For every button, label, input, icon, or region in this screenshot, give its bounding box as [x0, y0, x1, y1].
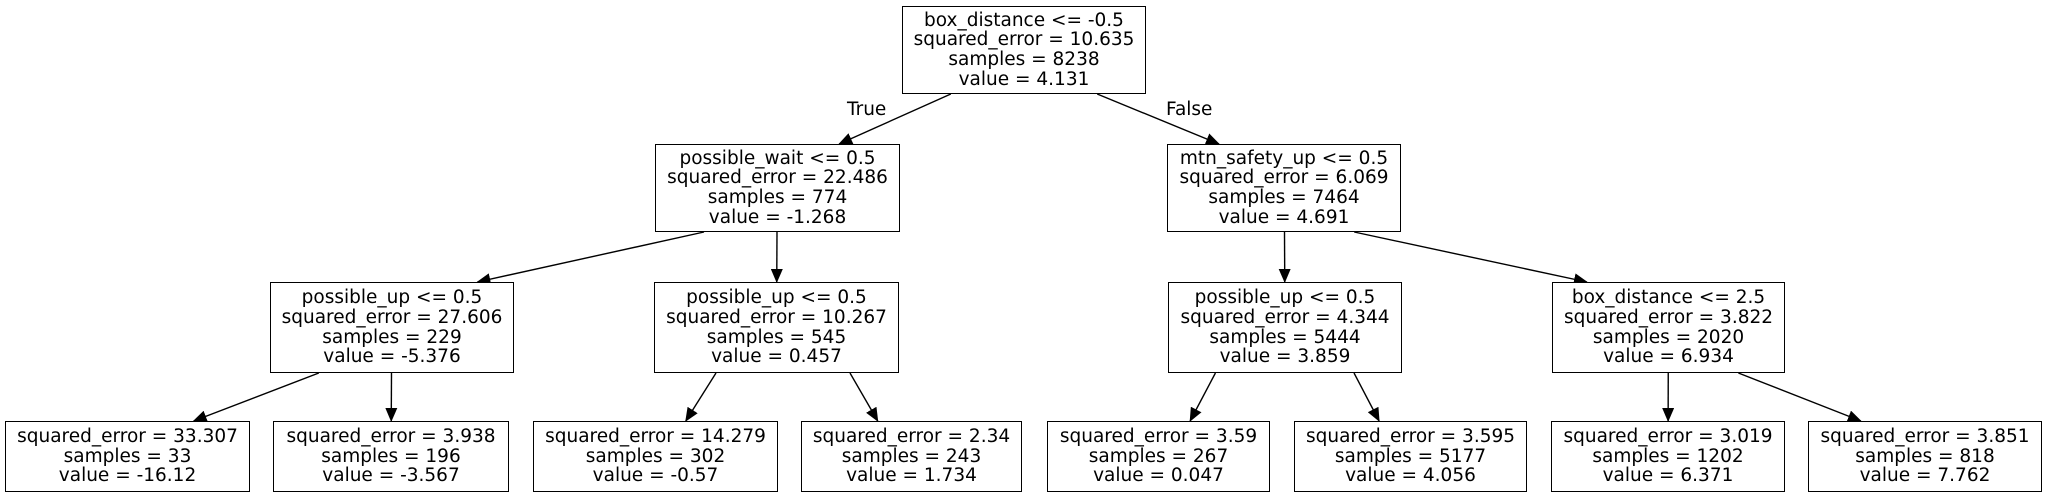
tree-node-right-left: possible_up <= 0.5 squared_error = 4.344…: [1168, 282, 1402, 373]
tree-leaf: squared_error = 3.851 samples = 818 valu…: [1808, 421, 2042, 492]
tree-edge-n_lr-to-leaf_4: [849, 372, 879, 422]
node-split-condition: possible_up <= 0.5: [301, 287, 483, 309]
node-value: value = 7.762: [1859, 465, 1991, 487]
node-squared-error: squared_error = 27.606: [281, 306, 503, 328]
node-squared-error: squared_error = 2.34: [812, 426, 1011, 448]
tree-leaf: squared_error = 14.279 samples = 302 val…: [533, 421, 778, 492]
tree-edge-n_rl-to-leaf_6: [1353, 372, 1380, 422]
node-samples: samples = 267: [1088, 445, 1229, 467]
node-squared-error: squared_error = 14.279: [545, 426, 766, 448]
tree-leaf: squared_error = 33.307 samples = 33 valu…: [5, 421, 250, 492]
node-samples: samples = 7464: [1208, 187, 1360, 208]
tree-node-left: possible_wait <= 0.5 squared_error = 22.…: [655, 144, 900, 232]
tree-leaf: squared_error = 3.595 samples = 5177 val…: [1294, 421, 1527, 492]
node-split-condition: possible_up <= 0.5: [686, 287, 867, 309]
node-value: value = 6.934: [1603, 346, 1734, 368]
node-samples: samples = 2020: [1592, 326, 1745, 348]
tree-edge-n_l-to-n_ll: [476, 231, 705, 286]
tree-node-right-right: box_distance <= 2.5 squared_error = 3.82…: [1552, 282, 1785, 373]
true-branch-label: True: [847, 99, 887, 120]
node-value: value = -1.268: [708, 206, 847, 228]
node-value: value = -0.57: [592, 465, 719, 487]
tree-leaf: squared_error = 2.34 samples = 243 value…: [801, 421, 1022, 492]
tree-node-left-right: possible_up <= 0.5 squared_error = 10.26…: [654, 282, 899, 373]
tree-edge-n_lr-to-leaf_3: [685, 372, 717, 422]
tree-edge-n_rl-to-leaf_5: [1189, 372, 1217, 422]
node-value: value = 4.131: [958, 68, 1090, 90]
node-value: value = 3.859: [1219, 346, 1351, 368]
node-split-condition: box_distance <= -0.5: [924, 9, 1124, 31]
node-samples: samples = 243: [841, 445, 982, 467]
node-samples: samples = 8238: [948, 49, 1100, 70]
node-value: value = -5.376: [323, 346, 461, 368]
node-squared-error: squared_error = 3.938: [286, 426, 496, 448]
node-squared-error: squared_error = 33.307: [17, 426, 238, 448]
tree-edge-n_r-to-n_rr: [1354, 231, 1588, 286]
node-squared-error: squared_error = 22.486: [667, 167, 888, 189]
node-samples: samples = 774: [707, 187, 848, 208]
tree-leaf: squared_error = 3.938 samples = 196 valu…: [273, 421, 509, 492]
node-samples: samples = 5177: [1334, 445, 1487, 467]
node-squared-error: squared_error = 3.019: [1563, 426, 1773, 448]
node-squared-error: squared_error = 3.851: [1820, 426, 2030, 448]
tree-edge-n_rr-to-leaf_8: [1738, 372, 1862, 422]
node-squared-error: squared_error = 6.069: [1179, 167, 1389, 189]
node-squared-error: squared_error = 10.267: [666, 306, 887, 328]
node-squared-error: squared_error = 3.59: [1059, 426, 1258, 448]
node-samples: samples = 33: [63, 445, 192, 467]
node-value: value = -3.567: [322, 465, 460, 487]
node-samples: samples = 545: [706, 326, 847, 348]
tree-edge-root-to-n_l: [838, 93, 952, 145]
node-samples: samples = 302: [585, 445, 726, 467]
node-samples: samples = 1202: [1592, 445, 1744, 467]
tree-node-right: mtn_safety_up <= 0.5 squared_error = 6.0…: [1167, 144, 1401, 232]
node-squared-error: squared_error = 3.822: [1563, 306, 1774, 328]
node-samples: samples = 196: [321, 445, 461, 467]
node-samples: samples = 5444: [1209, 326, 1361, 348]
node-value: value = 0.047: [1093, 465, 1224, 487]
tree-node-left-left: possible_up <= 0.5 squared_error = 27.60…: [270, 282, 514, 373]
node-squared-error: squared_error = 3.595: [1305, 426, 1516, 448]
node-value: value = 0.457: [711, 346, 842, 368]
node-squared-error: squared_error = 4.344: [1180, 306, 1390, 328]
node-value: value = 6.371: [1602, 465, 1734, 487]
tree-leaf: squared_error = 3.59 samples = 267 value…: [1047, 421, 1270, 492]
node-value: value = -16.12: [58, 465, 197, 487]
node-samples: samples = 818: [1855, 445, 1995, 467]
tree-edge-n_ll-to-leaf_1: [192, 372, 320, 422]
tree-edge-root-to-n_r: [1096, 93, 1220, 145]
tree-node-root: box_distance <= -0.5 squared_error = 10.…: [902, 6, 1146, 94]
node-samples: samples = 229: [322, 326, 462, 348]
node-split-condition: mtn_safety_up <= 0.5: [1179, 147, 1389, 169]
node-split-condition: possible_wait <= 0.5: [679, 147, 876, 169]
node-value: value = 4.691: [1218, 206, 1350, 228]
node-value: value = 1.734: [846, 465, 977, 487]
node-split-condition: possible_up <= 0.5: [1194, 287, 1376, 309]
false-branch-label: False: [1166, 99, 1213, 120]
node-split-condition: box_distance <= 2.5: [1571, 287, 1766, 309]
node-value: value = 4.056: [1345, 465, 1476, 487]
tree-leaf: squared_error = 3.019 samples = 1202 val…: [1551, 421, 1785, 492]
node-squared-error: squared_error = 10.635: [913, 29, 1135, 51]
